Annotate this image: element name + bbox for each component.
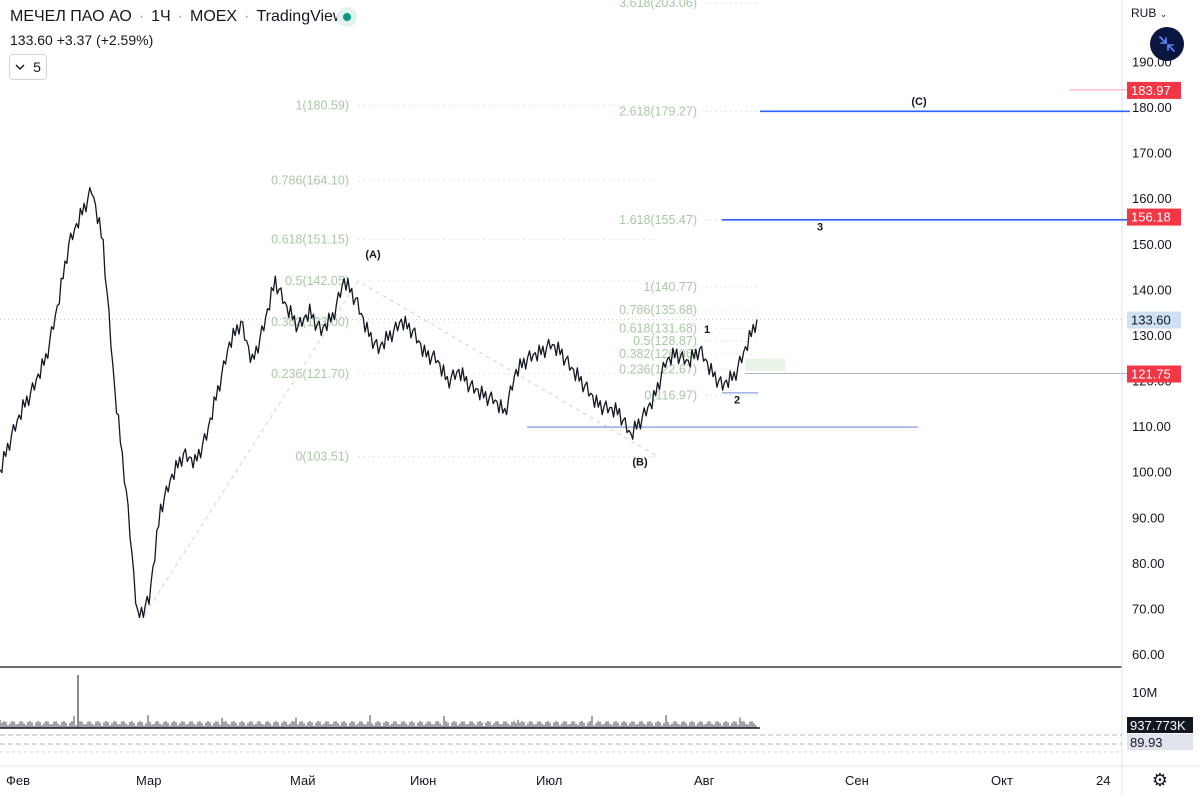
header-separator: ·	[138, 8, 145, 25]
header-separator: ·	[244, 8, 250, 25]
price-badge[interactable]	[1127, 81, 1181, 99]
price-series-line	[0, 186, 758, 619]
wave-connector	[144, 280, 659, 615]
fib-level-label: 0.618(131.68)	[619, 321, 697, 335]
price-change-pct: (+2.59%)	[96, 32, 154, 48]
indicators-collapse-button[interactable]: 5	[9, 54, 47, 80]
price-badge-label: 121.75	[1131, 367, 1171, 382]
indicator-badge[interactable]	[1127, 734, 1193, 750]
indicator-badge-label: 89.93	[1130, 735, 1163, 750]
time-axis-label: Сен	[845, 773, 869, 788]
fib-level-label: 0.236(121.70)	[271, 367, 349, 381]
fib-level-label: 2.618(179.27)	[619, 104, 697, 118]
time-axis-label: Май	[290, 773, 315, 788]
market-open-indicator[interactable]	[337, 7, 357, 27]
time-axis-label: Июн	[410, 773, 436, 788]
wave-label: 1	[704, 324, 710, 336]
indicators-count: 5	[33, 59, 41, 75]
symbol-header[interactable]: МЕЧЕЛ ПАО АО · 1Ч · MOEX · TradingView	[10, 8, 344, 26]
price-badge[interactable]	[1127, 365, 1181, 383]
fib-level-label: 1(180.59)	[295, 98, 349, 112]
gear-icon: ⚙	[1151, 769, 1169, 790]
fib-level-label: 0.5(128.87)	[633, 334, 697, 348]
price-tick-label: 130.00	[1132, 328, 1172, 343]
fib-level-label: 0.786(135.68)	[619, 303, 697, 317]
time-axis-label: Фев	[6, 773, 30, 788]
wave-label: (C)	[911, 96, 927, 108]
fib-level-label: 0(103.51)	[295, 450, 349, 464]
wave-label: (A)	[365, 249, 381, 261]
chevron-down-icon	[15, 64, 25, 70]
price-badge[interactable]	[1127, 208, 1181, 226]
volume-badge-label: 937.773K	[1130, 718, 1186, 733]
wave-label: 2	[734, 395, 740, 407]
fib-level-label: 0(116.97)	[644, 388, 697, 402]
volume-badge[interactable]	[1127, 717, 1193, 733]
time-axis-label: Авг	[694, 773, 715, 788]
fib-level-label: 0.5(142.05)	[285, 274, 349, 288]
price-change: +3.37	[56, 32, 93, 48]
time-axis-label: Июл	[536, 773, 562, 788]
fib-level-label: 3.618(203.06)	[619, 0, 697, 10]
fib-level-label: 0.382(133.00)	[271, 315, 349, 329]
currency-selector[interactable]: RUB ⌄	[1131, 6, 1167, 20]
header-separator: ·	[177, 8, 183, 25]
fib-level-label: 0.786(164.10)	[271, 173, 349, 187]
time-axis-label: Мар	[136, 773, 161, 788]
fib-zone	[745, 358, 785, 372]
fib-level-label: 1(140.77)	[643, 280, 697, 294]
price-tick-label: 80.00	[1132, 556, 1165, 571]
price-tick-label: 100.00	[1132, 465, 1172, 480]
price-badge-label: 156.18	[1131, 210, 1171, 225]
price-tick-label: 140.00	[1132, 282, 1172, 297]
currency-label: RUB	[1131, 6, 1157, 20]
price-badge[interactable]	[1127, 311, 1181, 329]
symbol-name[interactable]: МЕЧЕЛ ПАО АО	[10, 8, 132, 25]
price-tick-label: 70.00	[1132, 601, 1165, 616]
price-badge-label: 183.97	[1131, 83, 1171, 98]
chevron-down-icon: ⌄	[1159, 9, 1168, 19]
fib-level-label: 1.618(155.47)	[619, 213, 697, 227]
price-tick-label: 180.00	[1132, 100, 1172, 115]
time-axis-label: 24	[1096, 773, 1110, 788]
chart-settings-button[interactable]: ⚙	[1150, 770, 1170, 790]
price-badge-label: 133.60	[1131, 313, 1171, 328]
price-tick-label: 160.00	[1132, 191, 1172, 206]
fib-level-label: 0.236(122.67)	[619, 362, 697, 376]
time-axis-label: Окт	[991, 773, 1013, 788]
interval-label[interactable]: 1Ч	[151, 8, 171, 25]
price-tick-label: 60.00	[1132, 647, 1165, 662]
fib-level-label: 0.382(126.06)	[619, 347, 697, 361]
price-tick-label: 110.00	[1132, 419, 1171, 434]
price-tick-label: 170.00	[1132, 146, 1172, 161]
exchange-label: MOEX	[189, 8, 238, 25]
collapse-arrows-icon	[1159, 36, 1175, 52]
wave-label: 3	[817, 222, 823, 234]
source-label: TradingView	[256, 8, 345, 25]
exit-fullscreen-button[interactable]	[1150, 27, 1184, 61]
price-tick-label: 90.00	[1132, 510, 1165, 525]
fib-level-label: 0.618(151.15)	[271, 233, 349, 247]
quote-line: 133.60 +3.37 (+2.59%)	[10, 32, 153, 48]
wave-label: (B)	[632, 456, 648, 468]
volume-tick-label: 10M	[1132, 685, 1157, 700]
last-price: 133.60	[10, 32, 53, 48]
price-tick-label: 150.00	[1132, 237, 1172, 252]
